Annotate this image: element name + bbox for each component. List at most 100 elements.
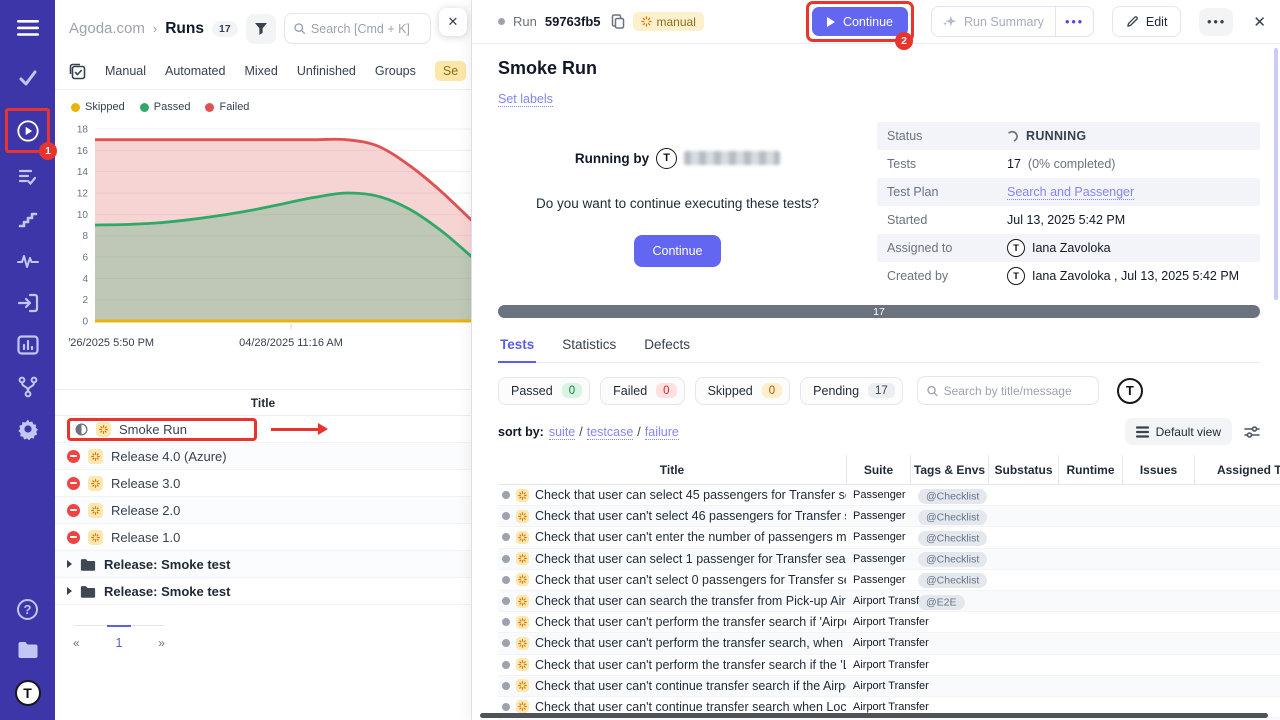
test-row[interactable]: Check that user can't perform the transf… [498, 633, 1280, 655]
run-summary-button[interactable]: Run Summary [932, 7, 1055, 36]
filter-pill-skipped[interactable]: Skipped 0 [694, 376, 791, 405]
tab-statistics[interactable]: Statistics [562, 337, 617, 352]
filter-label: Failed [613, 383, 648, 398]
list-check-icon[interactable] [16, 165, 40, 189]
sliders-icon[interactable] [1244, 425, 1260, 439]
test-row[interactable]: Check that user can search the transfer … [498, 590, 1280, 613]
continue-button[interactable]: Continue [811, 7, 908, 36]
filter-button[interactable] [245, 13, 276, 44]
column-header-runtime[interactable]: Runtime [1058, 455, 1122, 484]
pagination-next[interactable]: » [158, 635, 165, 650]
import-icon[interactable] [16, 291, 40, 315]
runs-search-input[interactable] [310, 21, 421, 36]
breadcrumb-project[interactable]: Agoda.com [69, 20, 145, 37]
run-list-item[interactable]: Release 1.0 [55, 524, 471, 551]
tag-badge: @Checklist [918, 488, 988, 504]
test-suite-cell: Airport Transfer [853, 616, 929, 629]
git-branch-icon[interactable] [16, 375, 40, 399]
test-row[interactable]: Check that user can't perform a trasfer … [498, 718, 1280, 720]
runs-tab-unfinished[interactable]: Unfinished [296, 64, 356, 78]
assignee-filter-avatar[interactable]: T [1116, 377, 1143, 404]
runs-tab-manual[interactable]: Manual [105, 64, 146, 78]
test-tags-cell: @E2E [910, 592, 988, 610]
column-header-assigned-to[interactable]: Assigned To [1194, 455, 1280, 484]
breadcrumb-section[interactable]: Runs [165, 19, 204, 37]
sort-link-testcase[interactable]: testcase [586, 424, 634, 440]
filter-pill-pending[interactable]: Pending 17 [800, 376, 903, 405]
info-value: T Iana Zavoloka [1007, 239, 1111, 257]
folder-icon[interactable] [16, 638, 40, 662]
test-row[interactable]: Check that user can't perform the transf… [498, 612, 1280, 634]
copy-icon[interactable] [611, 14, 625, 29]
test-row[interactable]: Check that user can't perform the transf… [498, 655, 1280, 676]
run-list-item[interactable]: Release 3.0 [55, 470, 471, 497]
runs-tab-se[interactable]: Se [434, 61, 467, 81]
run-item-label: Release 1.0 [111, 529, 181, 545]
sort-by-label: sort by: [498, 424, 544, 439]
run-list-item[interactable]: Release 2.0 [55, 497, 471, 524]
run-list-item[interactable]: Smoke Run [55, 416, 471, 443]
run-summary-more-button[interactable]: ●●● [1054, 7, 1093, 36]
run-list-item[interactable]: Release 4.0 (Azure) [55, 443, 471, 470]
legend-item-skipped: Skipped [71, 101, 125, 113]
run-list-item[interactable]: Release: Smoke test [55, 551, 471, 578]
user-avatar: T [1007, 267, 1025, 285]
horizontal-scrollbar[interactable] [480, 713, 1268, 718]
help-icon[interactable]: ? [17, 599, 38, 620]
test-row[interactable]: Check that user can select 1 passenger f… [498, 548, 1280, 570]
pagination-page-1[interactable]: 1 [107, 625, 132, 650]
run-progress-bar: 17 [498, 305, 1260, 318]
steps-icon[interactable] [16, 207, 40, 231]
column-header-issues[interactable]: Issues [1122, 455, 1194, 484]
column-header-tags-envs[interactable]: Tags & Envs [910, 455, 988, 484]
filter-pill-passed[interactable]: Passed 0 [498, 376, 591, 405]
tests-search-input[interactable] [943, 383, 1089, 398]
sort-link-suite[interactable]: suite [548, 424, 576, 440]
column-header-title[interactable]: Title [659, 462, 685, 477]
bar-chart-icon[interactable] [16, 333, 40, 357]
play-circle-icon[interactable] [16, 119, 40, 143]
run-list-item[interactable]: Release: Smoke test [55, 578, 471, 605]
select-all-icon[interactable] [69, 63, 86, 80]
test-row[interactable]: Check that user can't continue transfer … [498, 697, 1280, 719]
manual-run-icon [516, 679, 529, 693]
test-row[interactable]: Check that user can't continue transfer … [498, 675, 1280, 697]
gear-icon[interactable] [16, 417, 40, 441]
panel-close-button[interactable]: ✕ [439, 8, 467, 36]
caret-right-icon[interactable] [67, 587, 72, 595]
test-plan-link[interactable]: Search and Passenger [1007, 184, 1135, 200]
vertical-scrollbar[interactable] [1274, 48, 1278, 300]
tab-defects[interactable]: Defects [644, 337, 691, 352]
runs-annotation-box: 1 [5, 108, 57, 160]
test-row[interactable]: Check that user can't select 0 passenger… [498, 570, 1280, 591]
more-options-button[interactable]: ●●● [1199, 7, 1234, 36]
continue-cta-button[interactable]: Continue [634, 234, 721, 267]
runs-tab-automated[interactable]: Automated [165, 64, 226, 78]
activity-icon[interactable] [16, 249, 40, 273]
caret-right-icon[interactable] [67, 560, 72, 568]
test-tags-cell: @Checklist [910, 571, 988, 589]
filter-pill-failed[interactable]: Failed 0 [600, 376, 685, 405]
test-title-cell: Check that user can't enter the number o… [498, 530, 846, 544]
menu-icon[interactable] [16, 16, 40, 40]
column-header-substatus[interactable]: Substatus [988, 455, 1058, 484]
legend-label: Skipped [85, 101, 125, 113]
test-row[interactable]: Check that user can't select 46 passenge… [498, 506, 1280, 528]
check-icon[interactable] [16, 66, 40, 90]
runs-tab-groups[interactable]: Groups [374, 64, 416, 78]
test-row[interactable]: Check that user can select 45 passengers… [498, 485, 1280, 507]
default-view-button[interactable]: Default view [1124, 418, 1232, 445]
test-row[interactable]: Check that user can't enter the number o… [498, 527, 1280, 549]
edit-button[interactable]: Edit [1111, 6, 1182, 37]
pending-status-dot [502, 533, 510, 542]
pagination-prev[interactable]: « [73, 635, 80, 650]
sort-link-failure[interactable]: failure [644, 424, 679, 440]
tab-tests[interactable]: Tests [498, 331, 537, 363]
tests-completed: (0% completed) [1027, 157, 1116, 171]
column-header-suite[interactable]: Suite [846, 455, 910, 484]
runs-tab-mixed[interactable]: Mixed [244, 64, 278, 78]
svg-text:12: 12 [77, 189, 89, 200]
close-panel-button[interactable]: ✕ [1253, 13, 1266, 31]
brand-logo-avatar[interactable]: T [14, 680, 41, 706]
set-labels-link[interactable]: Set labels [498, 92, 553, 107]
